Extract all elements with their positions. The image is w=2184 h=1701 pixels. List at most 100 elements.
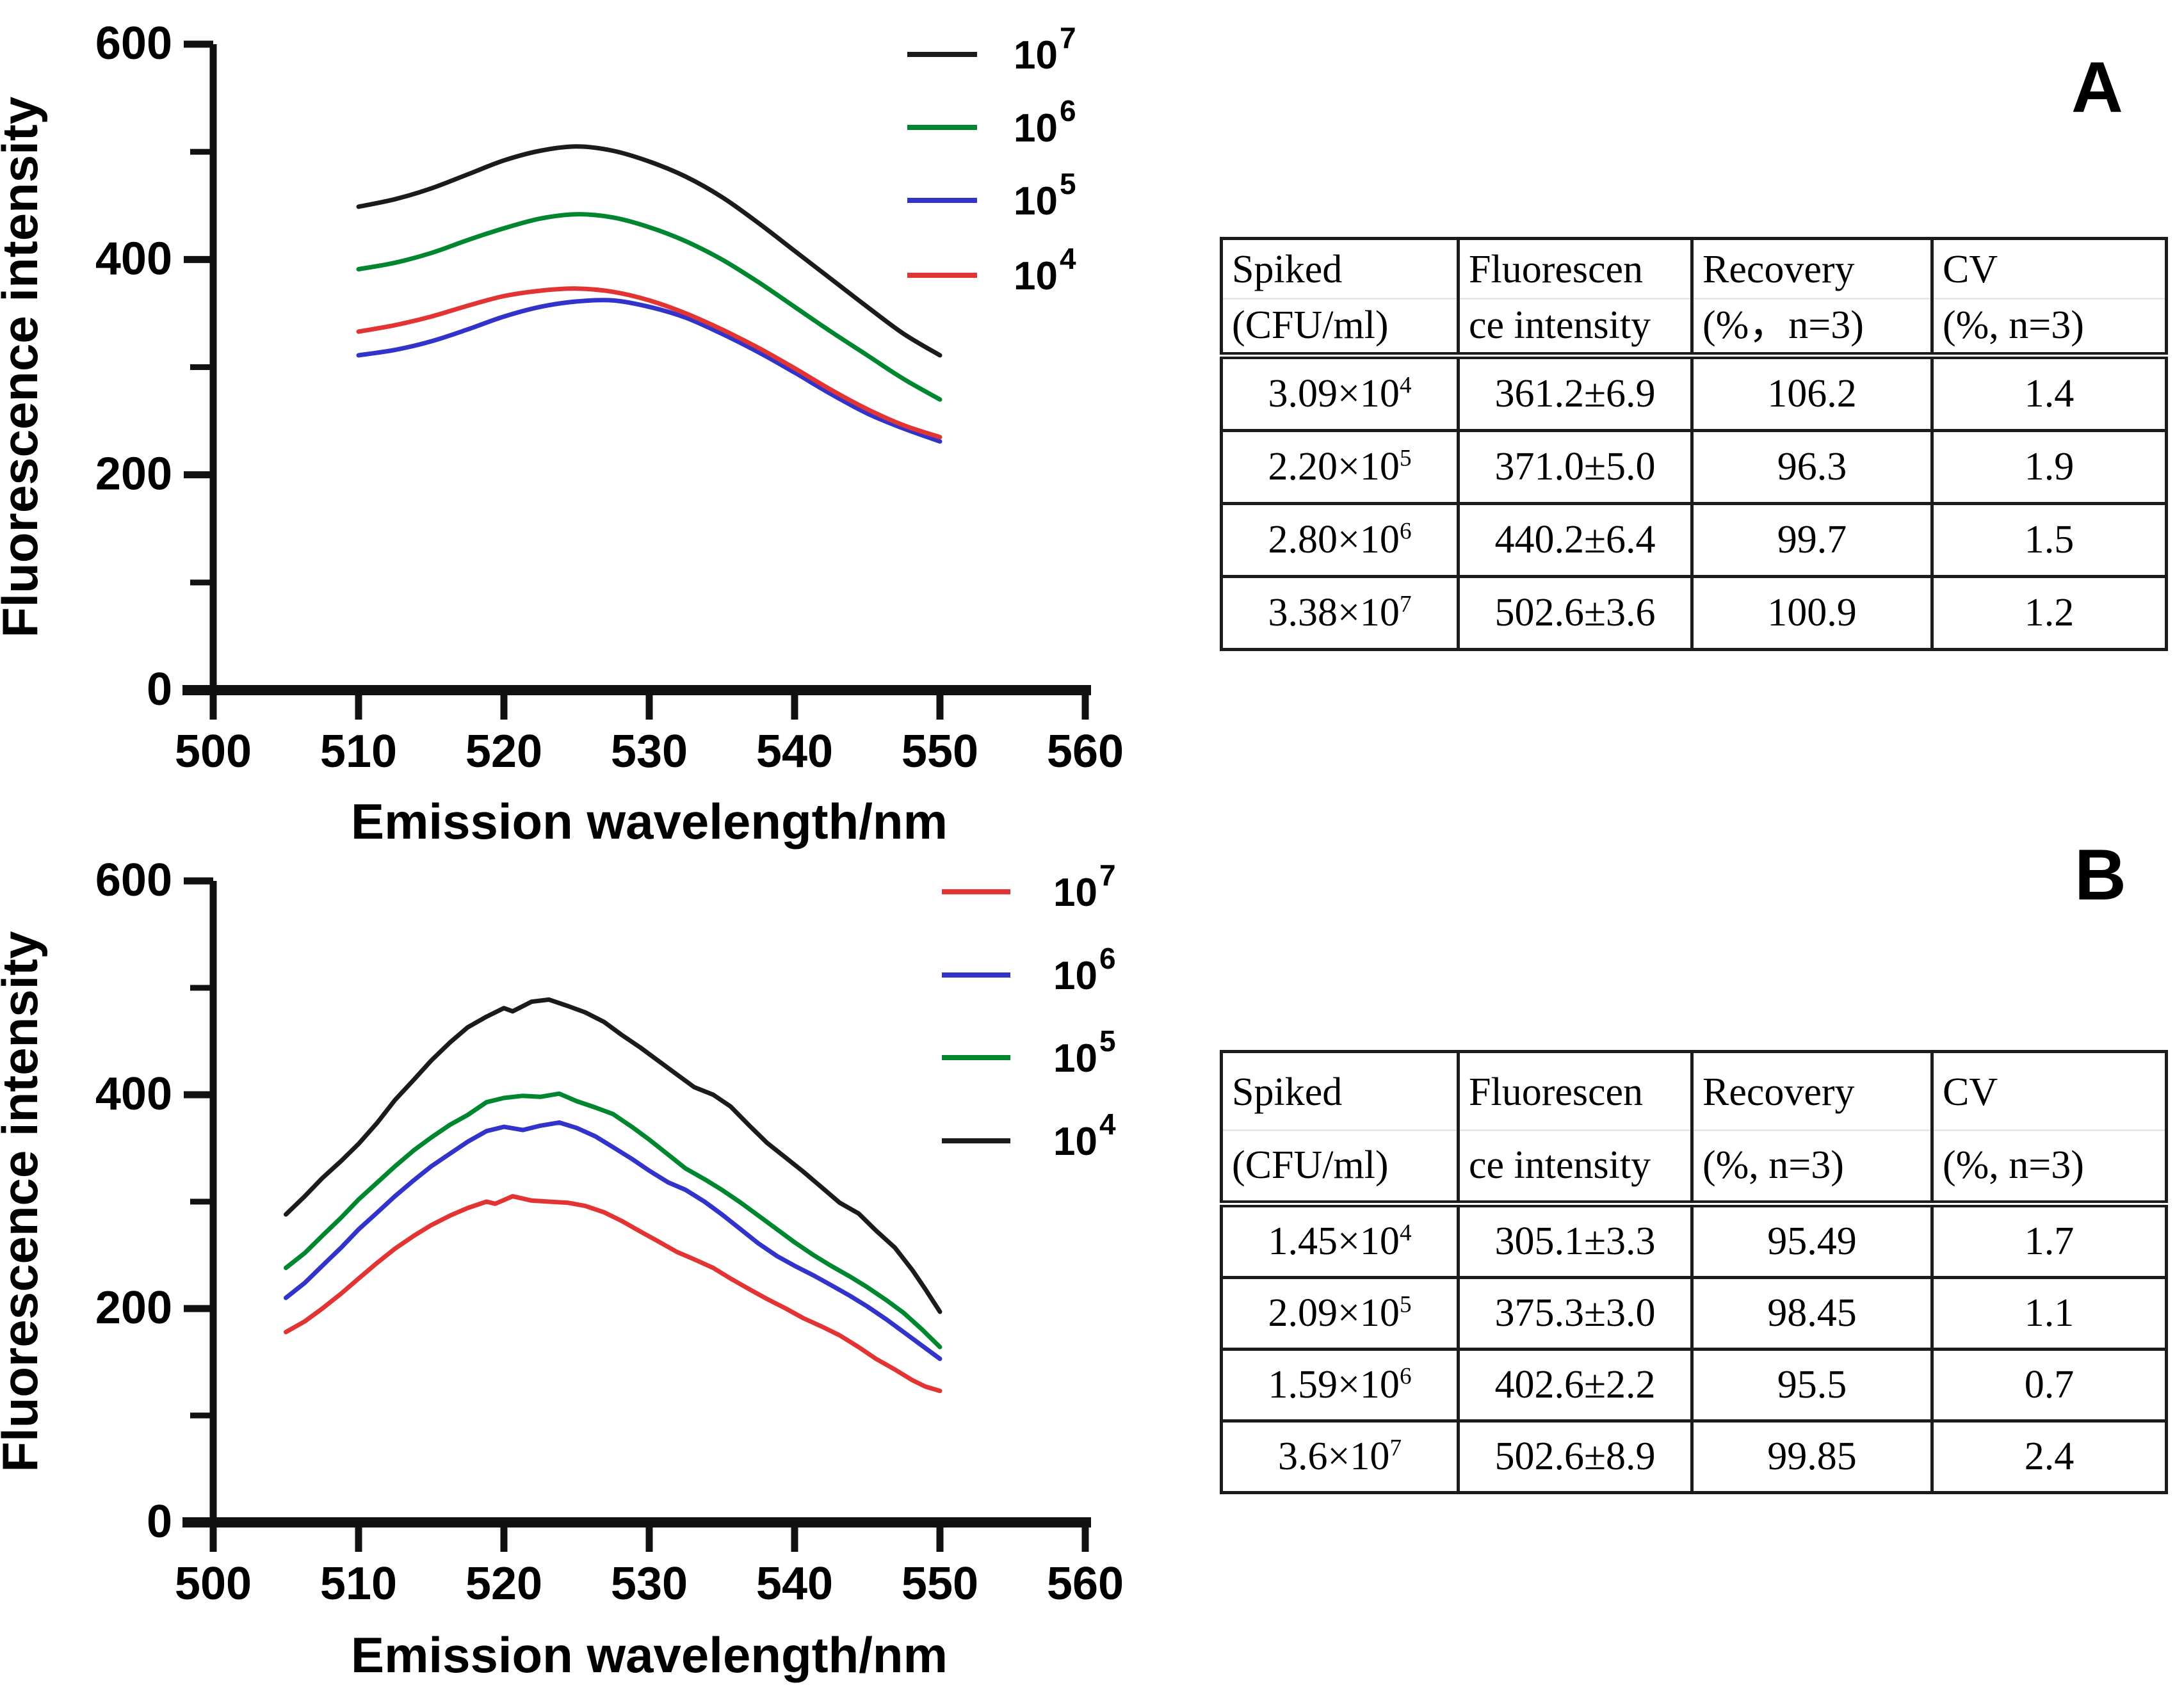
header-cell: CV (%, n=3) — [1930, 237, 2168, 359]
x-tick-label: 510 — [320, 726, 397, 777]
legend-label-10^4: 104 — [1053, 1108, 1116, 1164]
header-line2: (%, n=3) — [1935, 1129, 2164, 1197]
header-line1: Spiked — [1232, 1070, 1343, 1114]
series-curve-10^6 — [284, 1120, 942, 1361]
cell-fluorescence: 375.3±3.0 — [1457, 1276, 1694, 1351]
legend-label-10^5: 105 — [1053, 1024, 1116, 1081]
cell-recovery: 106.2 — [1690, 354, 1934, 432]
cell-cv: 2.4 — [1930, 1419, 2168, 1494]
x-tick-label: 540 — [756, 726, 833, 777]
y-tick-label: 400 — [95, 233, 172, 284]
series-curve-10^6 — [356, 212, 942, 402]
cell-fluorescence: 402.6±2.2 — [1457, 1348, 1694, 1423]
series-curve-10^7 — [356, 144, 942, 358]
table-header-row: Spiked (CFU/ml) Fluorescen ce intensity Reco… — [1220, 237, 2168, 359]
series-curve-10^4 — [356, 286, 942, 440]
header-line2: (CFU/ml) — [1224, 298, 1455, 349]
x-tick-label: 560 — [1047, 726, 1124, 777]
cell-spiked: 2.09×105 — [1220, 1276, 1460, 1351]
header-line1: Recovery — [1703, 248, 1855, 291]
header-cell: Recovery (%, n=3) — [1690, 1050, 1934, 1207]
table-row: 3.09×104 361.2±6.9 106.2 1.4 — [1220, 354, 2168, 432]
series-curve-10^7 — [284, 1194, 942, 1394]
cell-cv: 1.5 — [1930, 502, 2168, 578]
cell-fluorescence: 371.0±5.0 — [1457, 429, 1694, 505]
y-tick-label: 0 — [147, 664, 172, 715]
cell-spiked: 2.20×105 — [1220, 429, 1460, 505]
x-tick-label: 540 — [756, 1558, 833, 1609]
x-axis-label: Emission wavelength/nm — [351, 793, 948, 850]
emission-spectrum-chart-a: 0 200 400 600 500 510 520 530 540 550 560 Emission … — [0, 18, 1124, 850]
cell-cv: 0.7 — [1930, 1348, 2168, 1423]
header-cell: Fluorescen ce intensity — [1457, 237, 1694, 359]
cell-recovery: 95.49 — [1690, 1202, 1934, 1279]
header-line2: (CFU/ml) — [1224, 1129, 1455, 1197]
header-cell: Spiked (CFU/ml) — [1220, 237, 1460, 359]
cell-fluorescence: 305.1±3.3 — [1457, 1202, 1694, 1279]
table-row: 3.38×107 502.6±3.6 100.9 1.2 — [1220, 575, 2168, 651]
table-row: 1.59×106 402.6±2.2 95.5 0.7 — [1220, 1348, 2168, 1423]
spike-recovery-table-A: Spiked (CFU/ml) Fluorescen ce intensity Reco… — [1220, 237, 2168, 651]
x-tick-label: 520 — [465, 726, 542, 777]
series-curve-10^5 — [284, 1091, 942, 1350]
y-axis-label: Fluorescence intensity — [0, 931, 48, 1472]
x-tick-label: 530 — [611, 726, 688, 777]
x-tick-label: 500 — [175, 726, 252, 777]
table-header-row: Spiked (CFU/ml) Fluorescen ce intensity Reco… — [1220, 1050, 2168, 1207]
header-line2: (%, n=3) — [1695, 1129, 1929, 1197]
header-line2: ce intensity — [1461, 298, 1689, 349]
cell-fluorescence: 502.6±3.6 — [1457, 575, 1694, 651]
cell-recovery: 96.3 — [1690, 429, 1934, 505]
legend-label-10^7: 107 — [1014, 21, 1076, 77]
cell-fluorescence: 361.2±6.9 — [1457, 354, 1694, 432]
cell-spiked: 1.59×106 — [1220, 1348, 1460, 1423]
y-tick-label: 200 — [95, 1282, 172, 1334]
x-tick-label: 550 — [902, 1558, 978, 1609]
header-cell: Fluorescen ce intensity — [1457, 1050, 1694, 1207]
cell-recovery: 99.85 — [1690, 1419, 1934, 1494]
table-row: 1.45×104 305.1±3.3 95.49 1.7 — [1220, 1202, 2168, 1279]
header-line1: Recovery — [1703, 1070, 1855, 1114]
legend-label-10^7: 107 — [1053, 859, 1116, 915]
y-axis-label: Fluorescence intensity — [0, 97, 48, 638]
legend-label-10^4: 104 — [1014, 242, 1076, 298]
cell-recovery: 95.5 — [1690, 1348, 1934, 1423]
header-line1: Fluorescen — [1469, 1070, 1644, 1114]
series-curve-10^4 — [284, 997, 942, 1314]
panel-label-a: A — [2071, 47, 2123, 127]
y-tick-label: 0 — [147, 1496, 172, 1547]
x-tick-label: 550 — [902, 726, 978, 777]
cell-cv: 1.1 — [1930, 1276, 2168, 1351]
cell-spiked: 3.6×107 — [1220, 1419, 1460, 1494]
header-line1: Spiked — [1232, 248, 1343, 291]
x-tick-label: 520 — [465, 1558, 542, 1609]
spike-recovery-table-a-wrap: Spiked (CFU/ml) Fluorescen ce intensity Reco… — [1220, 237, 2168, 651]
legend-label-10^5: 105 — [1014, 167, 1076, 223]
header-line1: CV — [1943, 248, 1998, 291]
table-row: 3.6×107 502.6±8.9 99.85 2.4 — [1220, 1419, 2168, 1494]
series-curve-10^5 — [356, 298, 942, 444]
cell-cv: 1.4 — [1930, 354, 2168, 432]
table-row: 2.20×105 371.0±5.0 96.3 1.9 — [1220, 429, 2168, 505]
header-line1: CV — [1943, 1070, 1998, 1114]
y-tick-label: 600 — [95, 18, 172, 69]
header-line2: ce intensity — [1461, 1129, 1689, 1197]
cell-cv: 1.9 — [1930, 429, 2168, 505]
emission-spectrum-chart-b: 0 200 400 600 500 510 520 530 540 550 560 Emission … — [0, 855, 1124, 1683]
cell-cv: 1.7 — [1930, 1202, 2168, 1279]
header-cell: Recovery (%，n=3) — [1690, 237, 1934, 359]
cell-spiked: 1.45×104 — [1220, 1202, 1460, 1279]
cell-recovery: 98.45 — [1690, 1276, 1934, 1351]
header-line1: Fluorescen — [1469, 248, 1644, 291]
legend-label-10^6: 106 — [1014, 94, 1076, 150]
spike-recovery-table-B: Spiked (CFU/ml) Fluorescen ce intensity Reco… — [1220, 1050, 2168, 1494]
spike-recovery-table-b-wrap: Spiked (CFU/ml) Fluorescen ce intensity Reco… — [1220, 1050, 2168, 1494]
y-tick-label: 200 — [95, 449, 172, 500]
cell-spiked: 3.38×107 — [1220, 575, 1460, 651]
panel-label-b: B — [2075, 835, 2126, 915]
x-axis-label: Emission wavelength/nm — [351, 1627, 948, 1683]
cell-recovery: 100.9 — [1690, 575, 1934, 651]
x-tick-label: 560 — [1047, 1558, 1124, 1609]
table-row: 2.09×105 375.3±3.0 98.45 1.1 — [1220, 1276, 2168, 1351]
